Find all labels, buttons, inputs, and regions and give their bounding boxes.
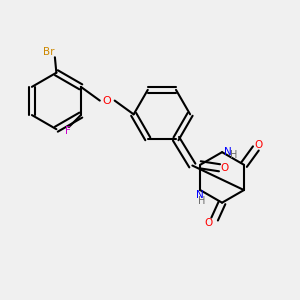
Text: O: O bbox=[103, 96, 112, 106]
Text: O: O bbox=[221, 163, 229, 173]
Text: H: H bbox=[230, 150, 237, 160]
Text: N: N bbox=[196, 190, 204, 200]
Text: H: H bbox=[198, 196, 206, 206]
Text: N: N bbox=[224, 147, 231, 157]
Text: Br: Br bbox=[43, 47, 54, 57]
Text: O: O bbox=[255, 140, 263, 150]
Text: F: F bbox=[64, 126, 70, 136]
Text: O: O bbox=[205, 218, 213, 229]
